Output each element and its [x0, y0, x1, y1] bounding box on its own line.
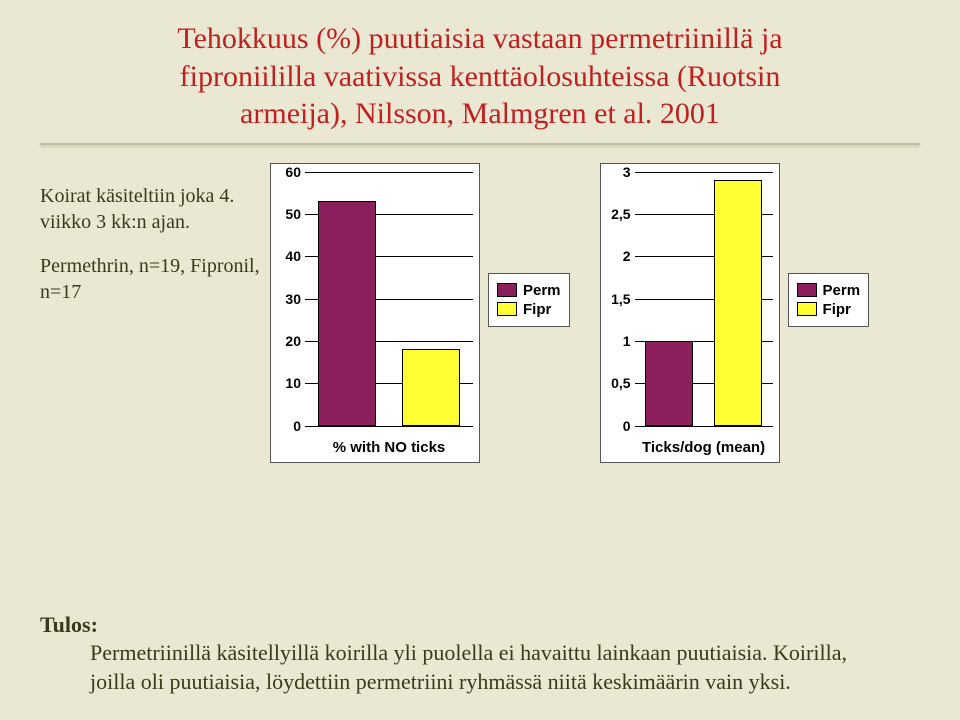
result-lead: Tulos:	[40, 612, 98, 637]
ytick-label: 60	[273, 164, 301, 180]
ytick-label: 30	[273, 291, 301, 307]
chart1-plot	[305, 172, 473, 426]
chart2-legend: Perm Fipr	[788, 273, 870, 327]
chart1-legend: Perm Fipr	[488, 273, 570, 327]
divider	[40, 143, 920, 145]
ytick-label: 0,5	[603, 375, 631, 391]
ytick-label: 0	[273, 418, 301, 434]
swatch-perm-2	[797, 283, 817, 297]
swatch-fipr-2	[797, 302, 817, 316]
ytick-label: 50	[273, 206, 301, 222]
title-line-2: fiproniililla vaativissa kenttäolosuhtei…	[180, 60, 781, 93]
result-body: Permetriinillä käsitellyillä koirilla yl…	[40, 639, 870, 696]
result-block: Tulos: Permetriinillä käsitellyillä koir…	[40, 611, 920, 697]
ytick-label: 20	[273, 333, 301, 349]
gridline	[635, 172, 773, 173]
title-line-1: Tehokkuus (%) puutiaisia vastaan permetr…	[177, 22, 782, 55]
chart2-plot	[635, 172, 773, 426]
body-row: Koirat käsiteltiin joka 4. viikko 3 kk:n…	[40, 163, 920, 603]
bar-perm	[645, 341, 693, 426]
ytick-label: 2,5	[603, 206, 631, 222]
ytick-label: 3	[603, 164, 631, 180]
legend-row-perm-2: Perm	[797, 282, 861, 299]
slide-title: Tehokkuus (%) puutiaisia vastaan permetr…	[40, 20, 920, 133]
ytick-label: 0	[603, 418, 631, 434]
gridline	[305, 172, 473, 173]
ytick-label: 2	[603, 248, 631, 264]
legend-label-perm-2: Perm	[823, 282, 861, 299]
bar-fipr	[714, 180, 762, 426]
legend-label-perm: Perm	[523, 282, 561, 299]
chart-percent-no-ticks: % with NO ticks 0 10 20 30 40 50 60	[270, 163, 480, 463]
slide: Tehokkuus (%) puutiaisia vastaan permetr…	[0, 0, 960, 720]
ytick-label: 1,5	[603, 291, 631, 307]
legend-label-fipr-2: Fipr	[823, 301, 851, 318]
title-line-3: armeija), Nilsson, Malmgren et al. 2001	[240, 97, 720, 130]
gridline	[305, 426, 473, 427]
desc-p1: Koirat käsiteltiin joka 4. viikko 3 kk:n…	[40, 183, 260, 235]
swatch-fipr	[497, 302, 517, 316]
bar-fipr	[402, 349, 461, 425]
ytick-label: 40	[273, 248, 301, 264]
ytick-label: 1	[603, 333, 631, 349]
gridline	[635, 426, 773, 427]
chart1-wrap: % with NO ticks 0 10 20 30 40 50 60 Perm Fipr	[270, 163, 570, 463]
bar-perm	[318, 201, 377, 425]
swatch-perm	[497, 283, 517, 297]
legend-label-fipr: Fipr	[523, 301, 551, 318]
chart2-wrap: Ticks/dog (mean) 0 0,5 1 1,5 2 2,5 3 Perm Fipr	[600, 163, 870, 463]
chart2-xlabel: Ticks/dog (mean)	[635, 439, 773, 456]
chart1-xlabel: % with NO ticks	[305, 439, 473, 456]
legend-row-fipr: Fipr	[497, 301, 561, 318]
charts-row: % with NO ticks 0102030405060 Perm Fipr	[270, 163, 920, 603]
legend-row-fipr-2: Fipr	[797, 301, 861, 318]
left-description: Koirat käsiteltiin joka 4. viikko 3 kk:n…	[40, 163, 260, 603]
desc-p2: Permethrin, n=19, Fipronil, n=17	[40, 253, 260, 305]
chart-ticks-per-dog: Ticks/dog (mean) 0 0,5 1 1,5 2 2,5 3	[600, 163, 780, 463]
legend-row-perm: Perm	[497, 282, 561, 299]
ytick-label: 10	[273, 375, 301, 391]
